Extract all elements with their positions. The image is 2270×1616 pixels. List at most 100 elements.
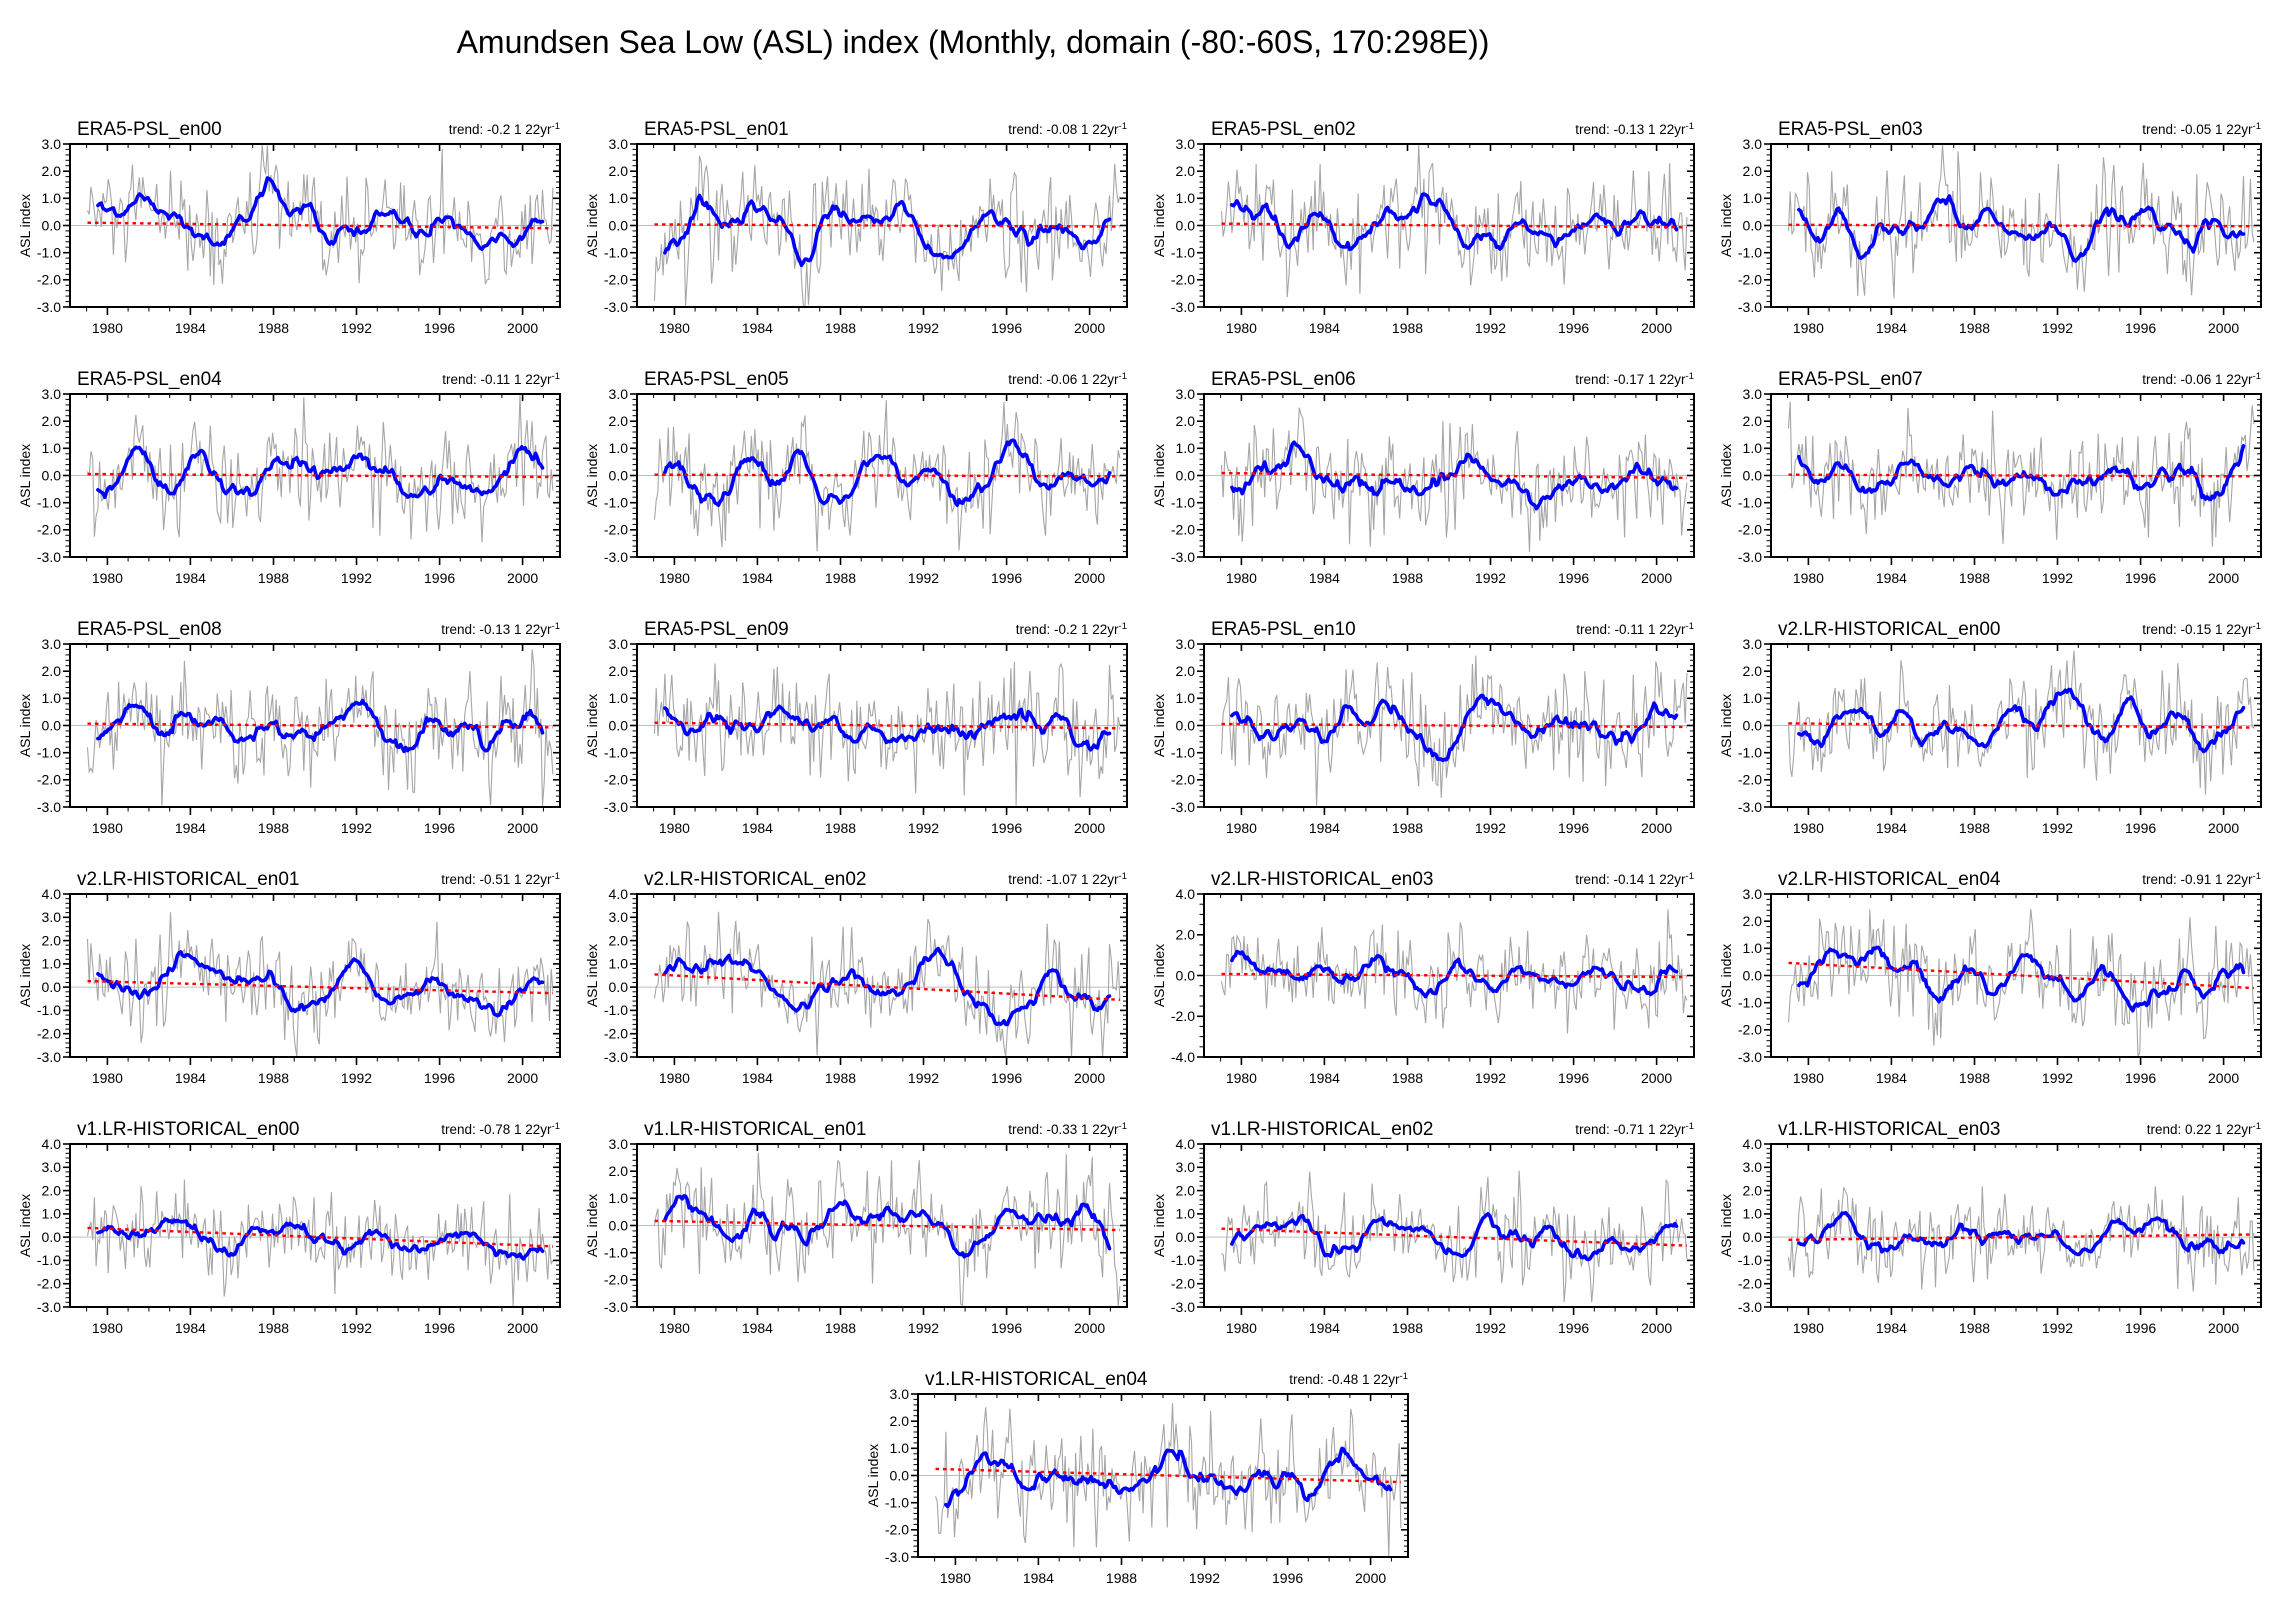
svg-text:1.0: 1.0 bbox=[1176, 1206, 1196, 1222]
svg-text:-3.0: -3.0 bbox=[37, 799, 61, 815]
svg-text:2000: 2000 bbox=[1355, 1570, 1386, 1586]
svg-text:1988: 1988 bbox=[825, 320, 856, 336]
tick-labels: -3.0 -2.0 -1.0 0.0 1.0 2.0 3.0 1980 1984 1988 1992… bbox=[1738, 886, 2240, 1086]
panel-title: v1.LR-HISTORICAL_en04 bbox=[925, 1369, 1148, 1390]
minor-ticks bbox=[65, 894, 560, 1062]
y-axis-label: ASL index bbox=[1721, 1194, 1734, 1257]
svg-text:3.0: 3.0 bbox=[609, 386, 629, 402]
svg-text:-3.0: -3.0 bbox=[1738, 299, 1762, 315]
svg-text:1988: 1988 bbox=[258, 570, 289, 586]
svg-text:-3.0: -3.0 bbox=[1171, 549, 1195, 565]
svg-text:3.0: 3.0 bbox=[609, 136, 629, 152]
y-axis-label: ASL index bbox=[587, 444, 600, 507]
svg-text:2.0: 2.0 bbox=[609, 932, 629, 948]
svg-text:1988: 1988 bbox=[1106, 1570, 1137, 1586]
svg-text:1980: 1980 bbox=[92, 820, 123, 836]
svg-text:3.0: 3.0 bbox=[42, 1159, 62, 1175]
svg-text:3.0: 3.0 bbox=[42, 909, 62, 925]
panel-title: v2.LR-HISTORICAL_en02 bbox=[644, 869, 866, 890]
svg-text:3.0: 3.0 bbox=[1176, 386, 1196, 402]
svg-text:4.0: 4.0 bbox=[1743, 1136, 1763, 1152]
svg-text:3.0: 3.0 bbox=[609, 1136, 629, 1152]
svg-text:0.0: 0.0 bbox=[1176, 717, 1196, 733]
svg-text:1984: 1984 bbox=[742, 320, 773, 336]
svg-text:1984: 1984 bbox=[1876, 820, 1907, 836]
svg-text:2.0: 2.0 bbox=[1176, 663, 1196, 679]
chart-panel-ERA5-PSL_en08: -3.0 -2.0 -1.0 0.0 1.0 2.0 3.0 1980 1984 1988 1992… bbox=[17, 617, 587, 867]
svg-text:2.0: 2.0 bbox=[890, 1413, 910, 1429]
panel-title: v2.LR-HISTORICAL_en03 bbox=[1211, 869, 1433, 890]
svg-text:-4.0: -4.0 bbox=[1171, 1049, 1195, 1065]
svg-text:1988: 1988 bbox=[1959, 1070, 1990, 1086]
panel-trend-label: trend: -0.11 1 22yr-1 bbox=[442, 371, 560, 387]
svg-text:1996: 1996 bbox=[424, 570, 455, 586]
chart-panel-ERA5-PSL_en03: -3.0 -2.0 -1.0 0.0 1.0 2.0 3.0 1980 1984 1988 1992… bbox=[1718, 117, 2270, 367]
svg-text:1988: 1988 bbox=[1392, 1320, 1423, 1336]
smoothed-series-line bbox=[1797, 194, 2246, 263]
svg-text:2000: 2000 bbox=[2208, 1070, 2239, 1086]
svg-text:1.0: 1.0 bbox=[609, 190, 629, 206]
monthly-series-line bbox=[934, 1403, 1402, 1556]
trend-line bbox=[87, 979, 553, 995]
major-ticks bbox=[63, 1143, 560, 1315]
svg-text:2000: 2000 bbox=[2208, 320, 2239, 336]
trend-line bbox=[1788, 722, 2254, 729]
tick-labels: -3.0 -2.0 -1.0 0.0 1.0 2.0 3.0 1980 1984 1988 1992… bbox=[885, 1386, 1387, 1586]
svg-text:1984: 1984 bbox=[1876, 320, 1907, 336]
svg-text:1.0: 1.0 bbox=[1743, 440, 1763, 456]
monthly-series-line bbox=[653, 661, 1121, 806]
svg-text:0.0: 0.0 bbox=[1176, 967, 1196, 983]
smoothed-series-line bbox=[663, 438, 1112, 507]
chart-panel-ERA5-PSL_en01: -3.0 -2.0 -1.0 0.0 1.0 2.0 3.0 1980 1984 1988 1992… bbox=[584, 117, 1154, 367]
svg-text:-1.0: -1.0 bbox=[1738, 495, 1762, 511]
svg-text:2.0: 2.0 bbox=[1743, 413, 1763, 429]
tick-labels: -3.0 -2.0 -1.0 0.0 1.0 2.0 3.0 1980 1984 1988 1992… bbox=[1738, 636, 2240, 836]
svg-text:-1.0: -1.0 bbox=[37, 1252, 61, 1268]
svg-text:2000: 2000 bbox=[1641, 820, 1672, 836]
svg-text:2.0: 2.0 bbox=[1176, 927, 1196, 943]
chart-panel-ERA5-PSL_en02: -3.0 -2.0 -1.0 0.0 1.0 2.0 3.0 1980 1984 1988 1992… bbox=[1151, 117, 1721, 367]
trend-line bbox=[1788, 473, 2254, 478]
y-axis-label: ASL index bbox=[1154, 694, 1167, 757]
svg-text:1980: 1980 bbox=[659, 1320, 690, 1336]
svg-text:1.0: 1.0 bbox=[1743, 190, 1763, 206]
svg-text:1980: 1980 bbox=[92, 570, 123, 586]
trend-line bbox=[1788, 1233, 2254, 1241]
svg-text:2.0: 2.0 bbox=[42, 663, 62, 679]
svg-text:-1.0: -1.0 bbox=[1738, 995, 1762, 1011]
trend-line bbox=[87, 472, 553, 479]
svg-text:1984: 1984 bbox=[175, 1070, 206, 1086]
svg-text:2.0: 2.0 bbox=[1176, 163, 1196, 179]
svg-text:-2.0: -2.0 bbox=[1738, 1276, 1762, 1292]
major-ticks bbox=[630, 1143, 1127, 1315]
major-ticks bbox=[1764, 893, 2261, 1065]
trend-line bbox=[87, 221, 553, 230]
smoothed-series-line bbox=[96, 950, 545, 1018]
chart-panel-ERA5-PSL_en09: -3.0 -2.0 -1.0 0.0 1.0 2.0 3.0 1980 1984 1988 1992… bbox=[584, 617, 1154, 867]
svg-text:0.0: 0.0 bbox=[42, 1229, 62, 1245]
svg-text:3.0: 3.0 bbox=[1743, 136, 1763, 152]
smoothed-series-line bbox=[96, 1217, 545, 1261]
panel-title: ERA5-PSL_en07 bbox=[1778, 369, 1923, 390]
svg-text:1980: 1980 bbox=[1226, 1320, 1257, 1336]
svg-text:2000: 2000 bbox=[2208, 1320, 2239, 1336]
svg-text:-3.0: -3.0 bbox=[37, 1049, 61, 1065]
svg-text:-1.0: -1.0 bbox=[604, 745, 628, 761]
y-axis-label: ASL index bbox=[587, 694, 600, 757]
svg-text:4.0: 4.0 bbox=[1176, 886, 1196, 902]
svg-text:0.0: 0.0 bbox=[1176, 1229, 1196, 1245]
minor-ticks bbox=[1766, 644, 2261, 812]
svg-text:1996: 1996 bbox=[2125, 570, 2156, 586]
svg-text:1.0: 1.0 bbox=[42, 440, 62, 456]
panel-trend-label: trend: -0.91 1 22yr-1 bbox=[2142, 871, 2261, 887]
svg-text:-1.0: -1.0 bbox=[1171, 745, 1195, 761]
svg-text:2.0: 2.0 bbox=[609, 1163, 629, 1179]
svg-text:2.0: 2.0 bbox=[609, 163, 629, 179]
svg-text:-1.0: -1.0 bbox=[1171, 1252, 1195, 1268]
panel-title: v2.LR-HISTORICAL_en04 bbox=[1778, 869, 2001, 890]
monthly-series-line bbox=[1220, 145, 1688, 298]
tick-labels: -3.0 -2.0 -1.0 0.0 1.0 2.0 3.0 4.0 1980 1984 1988 1… bbox=[37, 886, 539, 1086]
svg-text:3.0: 3.0 bbox=[890, 1386, 910, 1402]
svg-text:2000: 2000 bbox=[1641, 1070, 1672, 1086]
svg-text:-2.0: -2.0 bbox=[1171, 1008, 1195, 1024]
